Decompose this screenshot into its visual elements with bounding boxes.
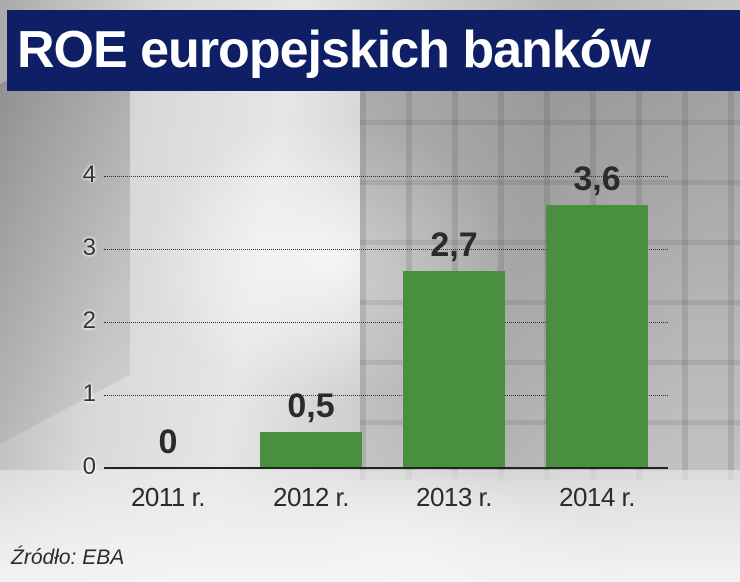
x-axis-category-label: 2012 r. (272, 482, 350, 512)
y-axis-tick-label: 3 (82, 234, 96, 261)
chart-title: ROE europejskich banków (17, 21, 651, 79)
gridline (104, 249, 668, 250)
gridline (104, 322, 668, 323)
y-axis-tick-label: 2 (82, 307, 96, 334)
source-note: Źródło: EBA (11, 546, 125, 569)
y-axis-tick-label: 4 (82, 161, 96, 188)
bar-value-label: 0 (158, 423, 178, 461)
gridline (104, 176, 668, 177)
bar-value-label: 3,6 (573, 160, 621, 199)
bar (260, 431, 362, 468)
bar (546, 205, 648, 468)
bar-value-label: 0,5 (287, 386, 335, 425)
gridline (104, 395, 668, 396)
y-axis-tick-label: 1 (82, 380, 96, 407)
background-fade (0, 470, 740, 582)
x-axis-baseline (104, 467, 668, 469)
title-banner: ROE europejskich banków (7, 10, 740, 91)
x-axis-category-label: 2011 r. (130, 482, 206, 512)
x-axis-category-label: 2014 r. (558, 482, 636, 512)
x-axis-category-label: 2013 r. (415, 482, 493, 512)
bar-value-label: 2,7 (430, 225, 478, 264)
y-axis-tick-label: 0 (82, 453, 96, 480)
bar (403, 270, 505, 468)
